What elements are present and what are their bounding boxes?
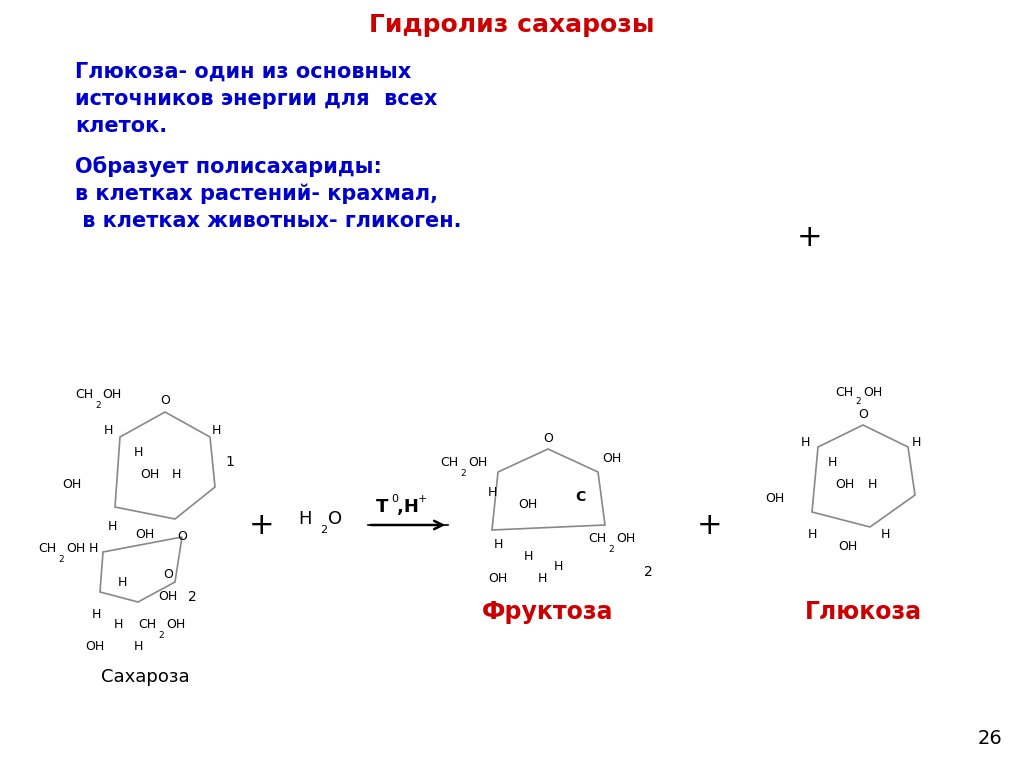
Text: 2: 2 [608, 545, 613, 554]
Text: OH: OH [616, 532, 635, 545]
Text: 2: 2 [319, 525, 327, 535]
Text: H: H [298, 510, 311, 528]
Text: T: T [376, 498, 388, 516]
Text: H: H [118, 575, 127, 588]
Text: H: H [912, 436, 922, 449]
Text: H: H [89, 542, 98, 555]
Text: OH: OH [518, 499, 538, 512]
Text: H: H [172, 468, 181, 480]
Text: 1: 1 [225, 455, 233, 469]
Text: OH: OH [62, 479, 82, 492]
Text: Сахароза: Сахароза [100, 668, 189, 686]
Text: OH: OH [765, 492, 784, 505]
Text: OH: OH [135, 528, 155, 542]
Text: 2: 2 [855, 397, 860, 407]
Text: H: H [868, 478, 878, 491]
Text: OH: OH [102, 389, 121, 401]
Text: H: H [91, 608, 100, 621]
Text: O: O [328, 510, 342, 528]
Text: OH: OH [863, 386, 883, 399]
Text: C: C [574, 490, 585, 504]
Text: H: H [553, 561, 562, 574]
Text: OH: OH [488, 572, 508, 585]
Text: H: H [108, 521, 117, 534]
Text: O: O [543, 432, 553, 445]
Text: OH: OH [839, 541, 858, 554]
Text: 2: 2 [95, 400, 100, 410]
Text: OH: OH [140, 468, 160, 480]
Text: O: O [163, 568, 173, 581]
Text: H: H [881, 528, 890, 542]
Text: O: O [160, 394, 170, 407]
Text: OH: OH [158, 591, 177, 604]
Text: Глюкоза: Глюкоза [805, 600, 922, 624]
Text: CH: CH [835, 386, 853, 399]
Text: клеток.: клеток. [75, 116, 167, 136]
Text: CH: CH [138, 618, 156, 631]
Text: OH: OH [835, 478, 854, 491]
Text: O: O [177, 531, 187, 544]
Text: OH: OH [166, 618, 185, 631]
Text: OH: OH [468, 456, 487, 469]
Text: OH: OH [66, 542, 85, 555]
Text: CH: CH [75, 389, 93, 401]
Text: 26: 26 [978, 729, 1002, 749]
Text: CH: CH [38, 542, 56, 555]
Text: Гидролиз сахарозы: Гидролиз сахарозы [370, 13, 654, 37]
Text: H: H [133, 446, 142, 459]
Text: Образует полисахариды:: Образует полисахариды: [75, 156, 382, 177]
Text: 0: 0 [391, 494, 398, 504]
Text: Глюкоза- один из основных: Глюкоза- один из основных [75, 62, 412, 82]
Text: H: H [523, 551, 532, 564]
Text: H: H [487, 486, 497, 499]
Text: H: H [494, 538, 503, 551]
Text: CH: CH [440, 456, 458, 469]
Text: H: H [133, 640, 142, 653]
Text: O: O [858, 408, 868, 421]
Text: 2: 2 [644, 565, 652, 579]
Text: 2: 2 [158, 630, 164, 640]
Text: ,H: ,H [397, 498, 419, 516]
Text: OH: OH [85, 640, 104, 653]
Text: H: H [827, 456, 837, 469]
Text: 2: 2 [188, 590, 197, 604]
Text: H: H [801, 436, 810, 449]
Text: в клетках животных- гликоген.: в клетках животных- гликоген. [75, 211, 462, 231]
Text: +: + [697, 511, 723, 539]
Text: H: H [538, 572, 547, 585]
Text: H: H [212, 424, 221, 437]
Text: в клетках растений- крахмал,: в клетках растений- крахмал, [75, 184, 438, 204]
Text: +: + [249, 511, 274, 539]
Text: H: H [103, 424, 113, 437]
Text: Фруктоза: Фруктоза [482, 600, 613, 624]
Text: H: H [807, 528, 817, 542]
Text: 2: 2 [460, 469, 466, 478]
Text: 2: 2 [58, 555, 63, 564]
Text: источников энергии для  всех: источников энергии для всех [75, 89, 437, 109]
Text: H: H [114, 618, 123, 631]
Text: CH: CH [588, 532, 606, 545]
Text: +: + [798, 222, 823, 252]
Text: OH: OH [602, 453, 622, 466]
Text: +: + [418, 494, 427, 504]
